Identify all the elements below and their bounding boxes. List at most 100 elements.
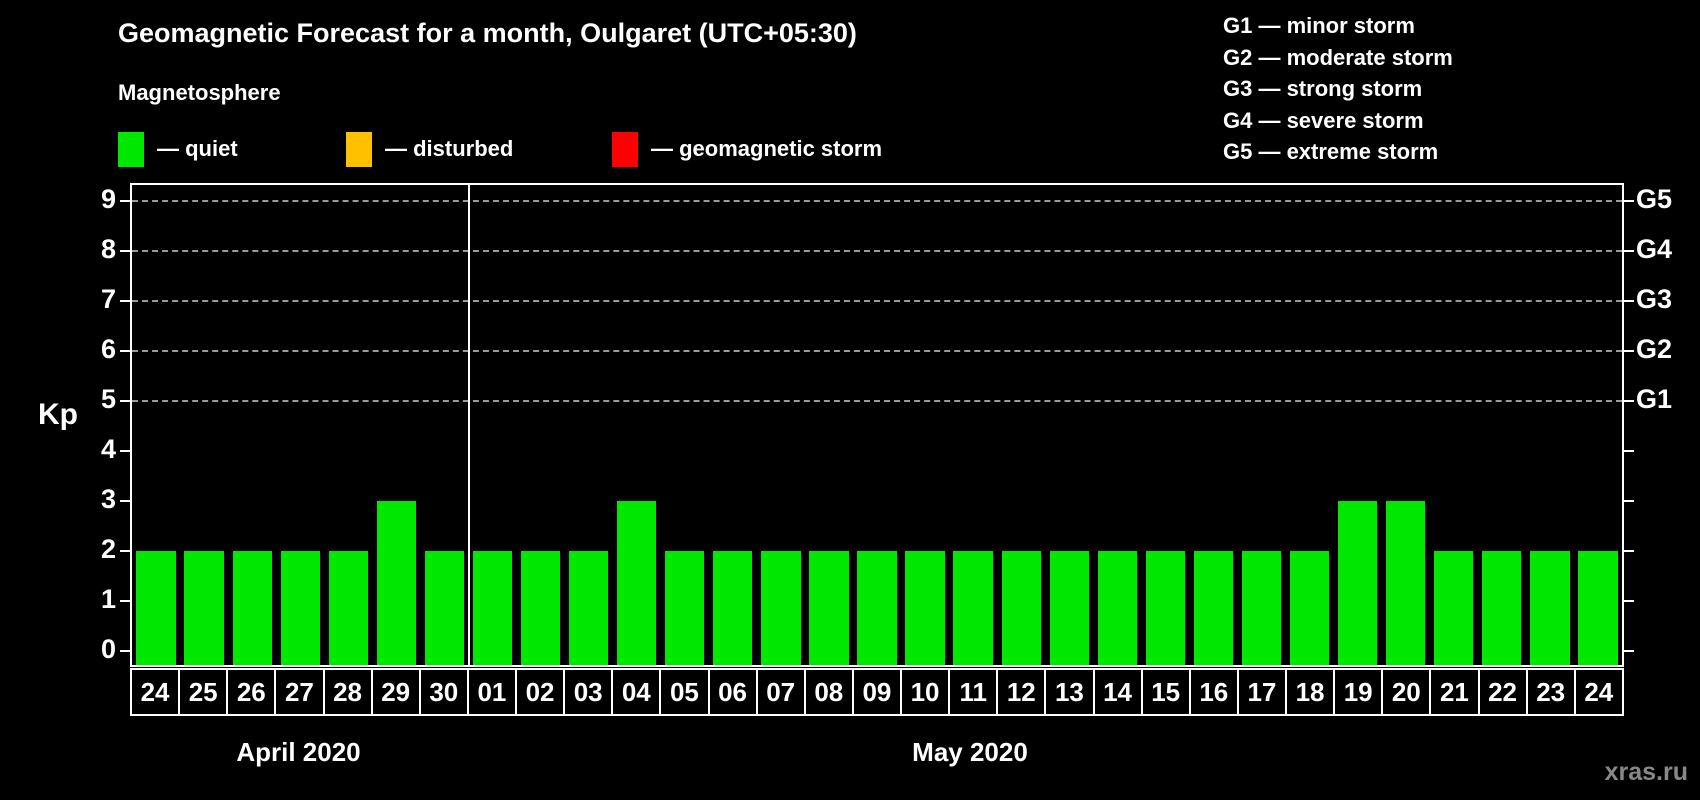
day-label: 09 (851, 668, 902, 716)
day-label: 22 (1477, 668, 1528, 716)
day-label: 20 (1381, 668, 1432, 716)
g-legend-line-g3: G3 — strong storm (1223, 76, 1423, 101)
kp-bar (1097, 551, 1137, 665)
day-label: 30 (418, 668, 469, 716)
month-divider-line (467, 185, 470, 665)
day-label: 13 (1044, 668, 1095, 716)
kp-bar (905, 551, 945, 665)
day-label: 10 (900, 668, 951, 716)
y-axis-tick-left (120, 550, 130, 552)
y-tick-label: 8 (100, 234, 116, 264)
kp-gridline (132, 300, 1622, 302)
month-label-may: May 2020 (912, 737, 1028, 767)
g-scale-label: G5 (1636, 184, 1673, 214)
y-tick-label: 0 (100, 634, 116, 664)
kp-gridline (132, 250, 1622, 252)
y-axis-tick-left (120, 400, 130, 402)
y-axis-tick-right (1624, 400, 1634, 402)
y-axis-tick-left (120, 300, 130, 302)
y-axis-title: Kp (38, 398, 78, 431)
legend-label-quiet: — quiet (157, 136, 238, 161)
kp-bar (424, 551, 465, 665)
kp-bar (1001, 551, 1041, 665)
y-axis-tick-left (120, 500, 130, 502)
day-label: 01 (466, 668, 517, 716)
day-label: 02 (515, 668, 566, 716)
y-axis-tick-right (1624, 450, 1634, 452)
kp-bar (1193, 551, 1234, 665)
kp-bar (617, 501, 657, 665)
kp-bar (1434, 551, 1474, 665)
quiet-color-swatch (118, 131, 144, 167)
day-label: 04 (611, 668, 662, 716)
kp-bar (1386, 501, 1426, 665)
magnetosphere-heading: Magnetosphere (118, 80, 281, 105)
kp-bar (1578, 551, 1618, 665)
y-axis-tick-right (1624, 350, 1634, 352)
y-axis-tick-right (1624, 300, 1634, 302)
g-scale-label: G4 (1636, 234, 1673, 264)
kp-bar (1289, 551, 1330, 665)
g-legend-line-g2: G2 — moderate storm (1223, 44, 1453, 70)
g-scale-legend: G1 — minor storm G2 — moderate storm G3 … (1223, 10, 1453, 168)
y-axis-tick-right (1624, 200, 1634, 202)
kp-bar (472, 551, 513, 665)
kp-gridline (132, 200, 1622, 202)
day-label: 25 (178, 668, 229, 716)
g-scale-label: G3 (1636, 284, 1673, 314)
y-tick-label: 1 (100, 584, 116, 614)
day-label: 12 (996, 668, 1047, 716)
g-scale-label: G2 (1636, 334, 1673, 364)
kp-bar (1337, 501, 1378, 665)
g-legend-line-g5: G5 — extreme storm (1223, 139, 1439, 164)
x-axis-strip: 24 25 26 27 28 29 30 01 02 03 04 05 06 07 08 09 10 11 12 13… (130, 668, 1624, 716)
y-tick-label: 9 (100, 184, 116, 214)
y-tick-label: 2 (100, 534, 116, 564)
plot-area: 0 1 2 3 4 5 6 7 8 9 G1 G2 G3 G4 G5 (101, 183, 1672, 667)
kp-bar (953, 551, 993, 665)
day-label: 23 (1525, 668, 1576, 716)
kp-gridline (132, 350, 1622, 352)
kp-bar (1241, 551, 1282, 665)
day-label: 24 (130, 668, 181, 716)
kp-bar (184, 551, 224, 665)
kp-bar (761, 551, 801, 665)
y-axis-tick-left (120, 350, 130, 352)
y-axis-tick-left (120, 200, 130, 202)
y-tick-label: 3 (100, 484, 116, 514)
legend-item-disturbed: — disturbed (346, 130, 513, 168)
kp-bar (1482, 551, 1522, 665)
y-axis-tick-right (1624, 500, 1634, 502)
y-axis-tick-right (1624, 650, 1634, 652)
watermark: xras.ru (1604, 758, 1688, 786)
kp-bar (520, 551, 561, 665)
kp-bar (136, 551, 176, 665)
day-label: 11 (948, 668, 999, 716)
day-label: 26 (226, 668, 277, 716)
month-label-april: April 2020 (236, 737, 361, 767)
y-tick-label: 6 (100, 334, 116, 364)
day-label: 05 (659, 668, 710, 716)
kp-bar (809, 551, 849, 665)
kp-bar (232, 551, 272, 665)
kp-bar (1145, 551, 1186, 665)
day-label: 15 (1140, 668, 1191, 716)
chart-title: Geomagnetic Forecast for a month, Oulgar… (118, 18, 857, 48)
y-axis-tick-left (120, 600, 130, 602)
kp-bar (1049, 551, 1089, 665)
kp-bar (280, 551, 320, 665)
y-tick-label: 4 (100, 434, 116, 464)
day-label: 18 (1285, 668, 1336, 716)
storm-color-swatch (612, 131, 638, 167)
kp-bar (857, 551, 897, 665)
legend-label-storm: — geomagnetic storm (651, 136, 883, 161)
kp-bar (376, 501, 416, 665)
g-legend-line-g1: G1 — minor storm (1223, 13, 1415, 38)
day-label: 14 (1092, 668, 1143, 716)
kp-bar (568, 551, 609, 665)
day-label: 03 (563, 668, 614, 716)
g-legend-line-g4: G4 — severe storm (1223, 107, 1424, 133)
g-scale-label: G1 (1636, 384, 1673, 414)
y-axis-tick-left (120, 450, 130, 452)
day-label: 16 (1188, 668, 1239, 716)
